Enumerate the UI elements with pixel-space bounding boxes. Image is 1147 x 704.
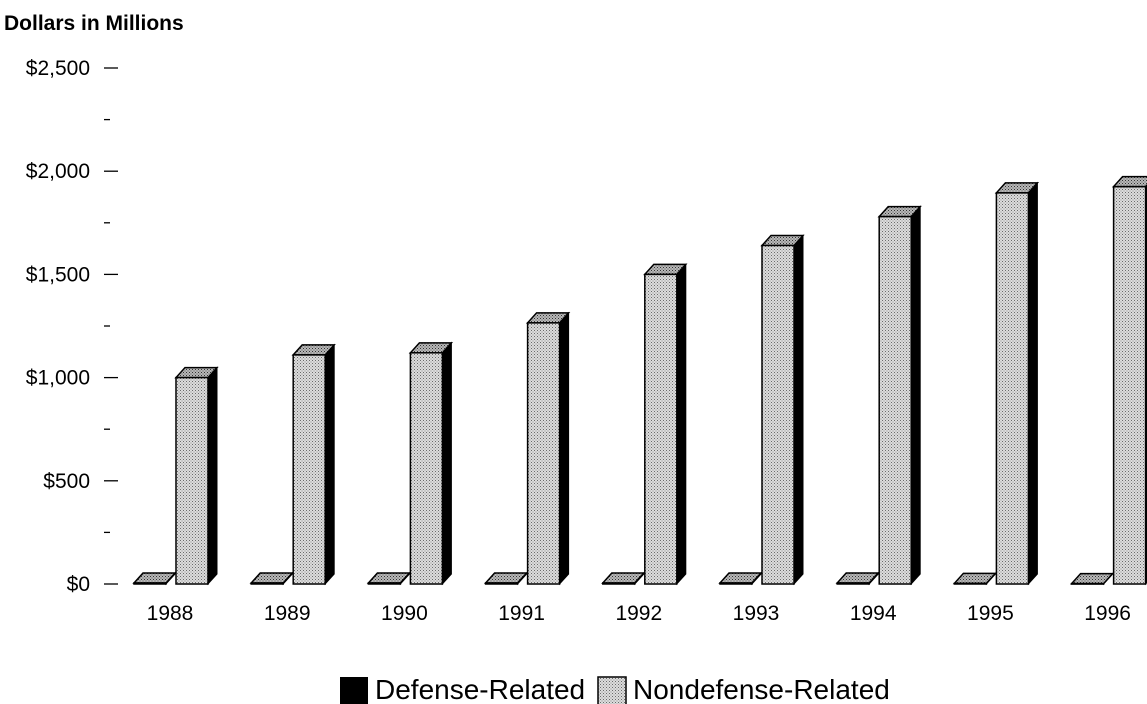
bar-nondefense-1990-side <box>441 341 452 586</box>
bar-defense-1994-front <box>836 582 870 585</box>
bar-nondefense-1993-side <box>793 234 804 586</box>
bar-defense-1989-front <box>250 582 284 585</box>
bar-nondefense-1995-side <box>1027 181 1038 586</box>
x-axis: 1988 1989 1990 1991 1992 1993 1994 1995 1996 <box>147 602 1131 625</box>
bar-defense-1995 <box>952 572 998 586</box>
legend-label-defense: Defense-Related <box>375 674 585 704</box>
bar-defense-1996-top <box>1069 572 1115 585</box>
bar-nondefense-1993-front <box>761 244 795 585</box>
bar-defense-1989 <box>249 571 294 586</box>
x-tick-label: 1989 <box>264 602 311 625</box>
bar-defense-1992-front <box>602 582 636 585</box>
bar-nondefense-1988-front <box>175 376 209 585</box>
legend-swatch-nondefense <box>597 676 627 704</box>
legend-label-nondefense: Nondefense-Related <box>633 674 890 704</box>
bar-nondefense-1995-front <box>995 192 1030 585</box>
bar-nondefense-1996-front <box>1112 185 1147 585</box>
bar-defense-1990-front <box>367 582 402 585</box>
x-tick-label: 1992 <box>615 602 662 625</box>
bar-nondefense-1992-side <box>676 263 687 586</box>
y-tick-label: $1,000 <box>26 367 90 390</box>
y-tick-label: $2,500 <box>26 57 90 80</box>
bar-nondefense-1992-front <box>644 273 678 585</box>
bar-defense-1993-front <box>719 582 753 585</box>
y-axis-title: Dollars in Millions <box>4 12 184 35</box>
bar-nondefense-1996-top <box>1111 175 1147 188</box>
legend: Defense-Related Nondefense-Related <box>340 674 890 704</box>
bar-defense-1995-front <box>953 582 988 585</box>
x-tick-label: 1988 <box>147 602 194 625</box>
bar-nondefense-1989-side <box>324 343 335 586</box>
bar-nondefense-1988 <box>174 366 219 586</box>
x-tick-label: 1994 <box>850 602 897 625</box>
x-tick-label: 1993 <box>733 602 780 625</box>
bar-defense-1995-top <box>952 572 998 585</box>
bar-nondefense-1994-front <box>878 215 912 585</box>
bar-defense-1996-front <box>1070 582 1105 585</box>
x-tick-label: 1990 <box>381 602 428 625</box>
x-tick-label: 1996 <box>1084 602 1131 625</box>
y-tick-label: $0 <box>67 573 90 596</box>
bar-defense-1993 <box>718 571 763 586</box>
bar-nondefense-1992 <box>643 263 688 586</box>
bar-nondefense-1995 <box>994 181 1040 586</box>
bar-nondefense-1993 <box>760 234 805 586</box>
x-tick-label: 1991 <box>498 602 545 625</box>
bar-defense-1994 <box>835 571 880 586</box>
bars <box>132 175 1147 586</box>
bar-nondefense-1990-front <box>409 352 444 585</box>
bar-defense-1990 <box>366 571 412 586</box>
bar-nondefense-1994 <box>877 205 922 586</box>
bar-nondefense-1996 <box>1111 175 1147 586</box>
bar-nondefense-1989 <box>291 343 336 586</box>
bar-defense-1991 <box>483 571 529 586</box>
bar-defense-1991-front <box>484 582 519 585</box>
y-tick-label: $1,500 <box>26 263 90 286</box>
legend-swatch-defense <box>340 677 368 704</box>
y-tick-label: $500 <box>43 470 90 493</box>
bar-nondefense-1991-side <box>559 311 570 586</box>
bar-nondefense-1991 <box>525 311 571 586</box>
y-tick-label: $2,000 <box>26 160 90 183</box>
bar-nondefense-1989-front <box>292 354 326 585</box>
bar-defense-1988-front <box>133 582 167 585</box>
bar-defense-1996 <box>1069 572 1115 586</box>
x-tick-label: 1995 <box>967 602 1014 625</box>
bar-nondefense-1990 <box>408 341 454 586</box>
y-axis: $0 $500 $1,000 $1,500 $2,000 $2,500 <box>26 57 118 596</box>
bar-nondefense-1991-front <box>526 322 561 585</box>
bar-defense-1992 <box>601 571 646 586</box>
bar-defense-1988 <box>132 571 177 586</box>
bar-nondefense-1994-side <box>910 205 921 586</box>
bar-nondefense-1988-side <box>207 366 218 586</box>
